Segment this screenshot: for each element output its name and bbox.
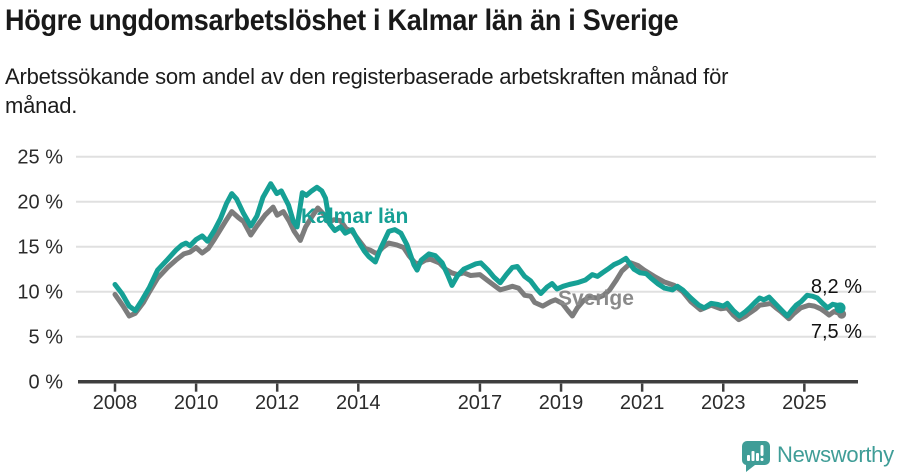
chart-subtitle-line1: Arbetssökande som andel av den registerb… (5, 64, 729, 89)
exclamation-stem (760, 445, 764, 456)
x-tick-label-2008: 2008 (93, 392, 138, 414)
kalmar-l-n-series-label: Kalmar län (301, 205, 408, 228)
y-tick-label-20: 20 % (17, 192, 63, 214)
x-tick-label-2017: 2017 (458, 392, 503, 414)
chart-subtitle-line2: månad. (5, 93, 78, 118)
y-tick-label-10: 10 % (17, 282, 63, 304)
chart-subtitle: Arbetssökande som andel av den registerb… (5, 62, 728, 120)
newsworthy-logo-text: Newsworthy (777, 442, 894, 467)
bar-3 (756, 453, 759, 461)
kalmar-l-n-end-value-label: 8,2 % (811, 276, 862, 298)
bar-2 (751, 451, 755, 461)
bar-1 (747, 455, 750, 461)
page-title: Högre ungdomsarbetslöshet i Kalmar län ä… (5, 4, 679, 37)
bubble-shape (741, 441, 770, 472)
newsworthy-speech-bubble-icon (741, 441, 770, 472)
x-tick-label-2023: 2023 (701, 392, 746, 414)
sverige-end-value-label: 7,5 % (811, 321, 862, 343)
kalmar-l-n-line-series (112, 181, 843, 319)
y-tick-label-5: 5 % (29, 327, 64, 349)
x-tick-label-2014: 2014 (336, 392, 381, 414)
newsworthy-logo[interactable]: Newsworthy (740, 440, 894, 472)
y-tick-label-0: 0 % (29, 372, 64, 394)
y-tick-label-25: 25 % (17, 147, 63, 169)
kalmar-l-n-end-dot (834, 302, 846, 314)
exclamation-dot (760, 458, 764, 461)
x-tick-label-2019: 2019 (539, 392, 584, 414)
sverige-series-label: Sverige (558, 287, 634, 310)
sverige-line-series (112, 204, 845, 323)
x-tick-label-2012: 2012 (255, 392, 300, 414)
x-tick-label-2021: 2021 (620, 392, 665, 414)
x-tick-label-2010: 2010 (174, 392, 219, 414)
y-tick-label-15: 15 % (17, 237, 63, 259)
x-tick-label-2025: 2025 (782, 392, 827, 414)
